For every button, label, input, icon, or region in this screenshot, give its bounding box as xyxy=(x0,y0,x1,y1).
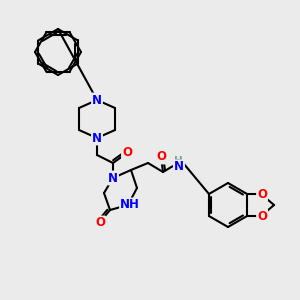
Text: H: H xyxy=(174,156,182,166)
Text: N: N xyxy=(92,94,102,106)
Text: O: O xyxy=(95,217,105,230)
Text: NH: NH xyxy=(120,199,140,212)
Text: O: O xyxy=(257,209,267,223)
Text: O: O xyxy=(122,146,132,160)
Text: N: N xyxy=(92,131,102,145)
Text: O: O xyxy=(156,151,166,164)
Text: O: O xyxy=(257,188,267,200)
Text: N: N xyxy=(174,160,184,173)
Text: N: N xyxy=(108,172,118,184)
